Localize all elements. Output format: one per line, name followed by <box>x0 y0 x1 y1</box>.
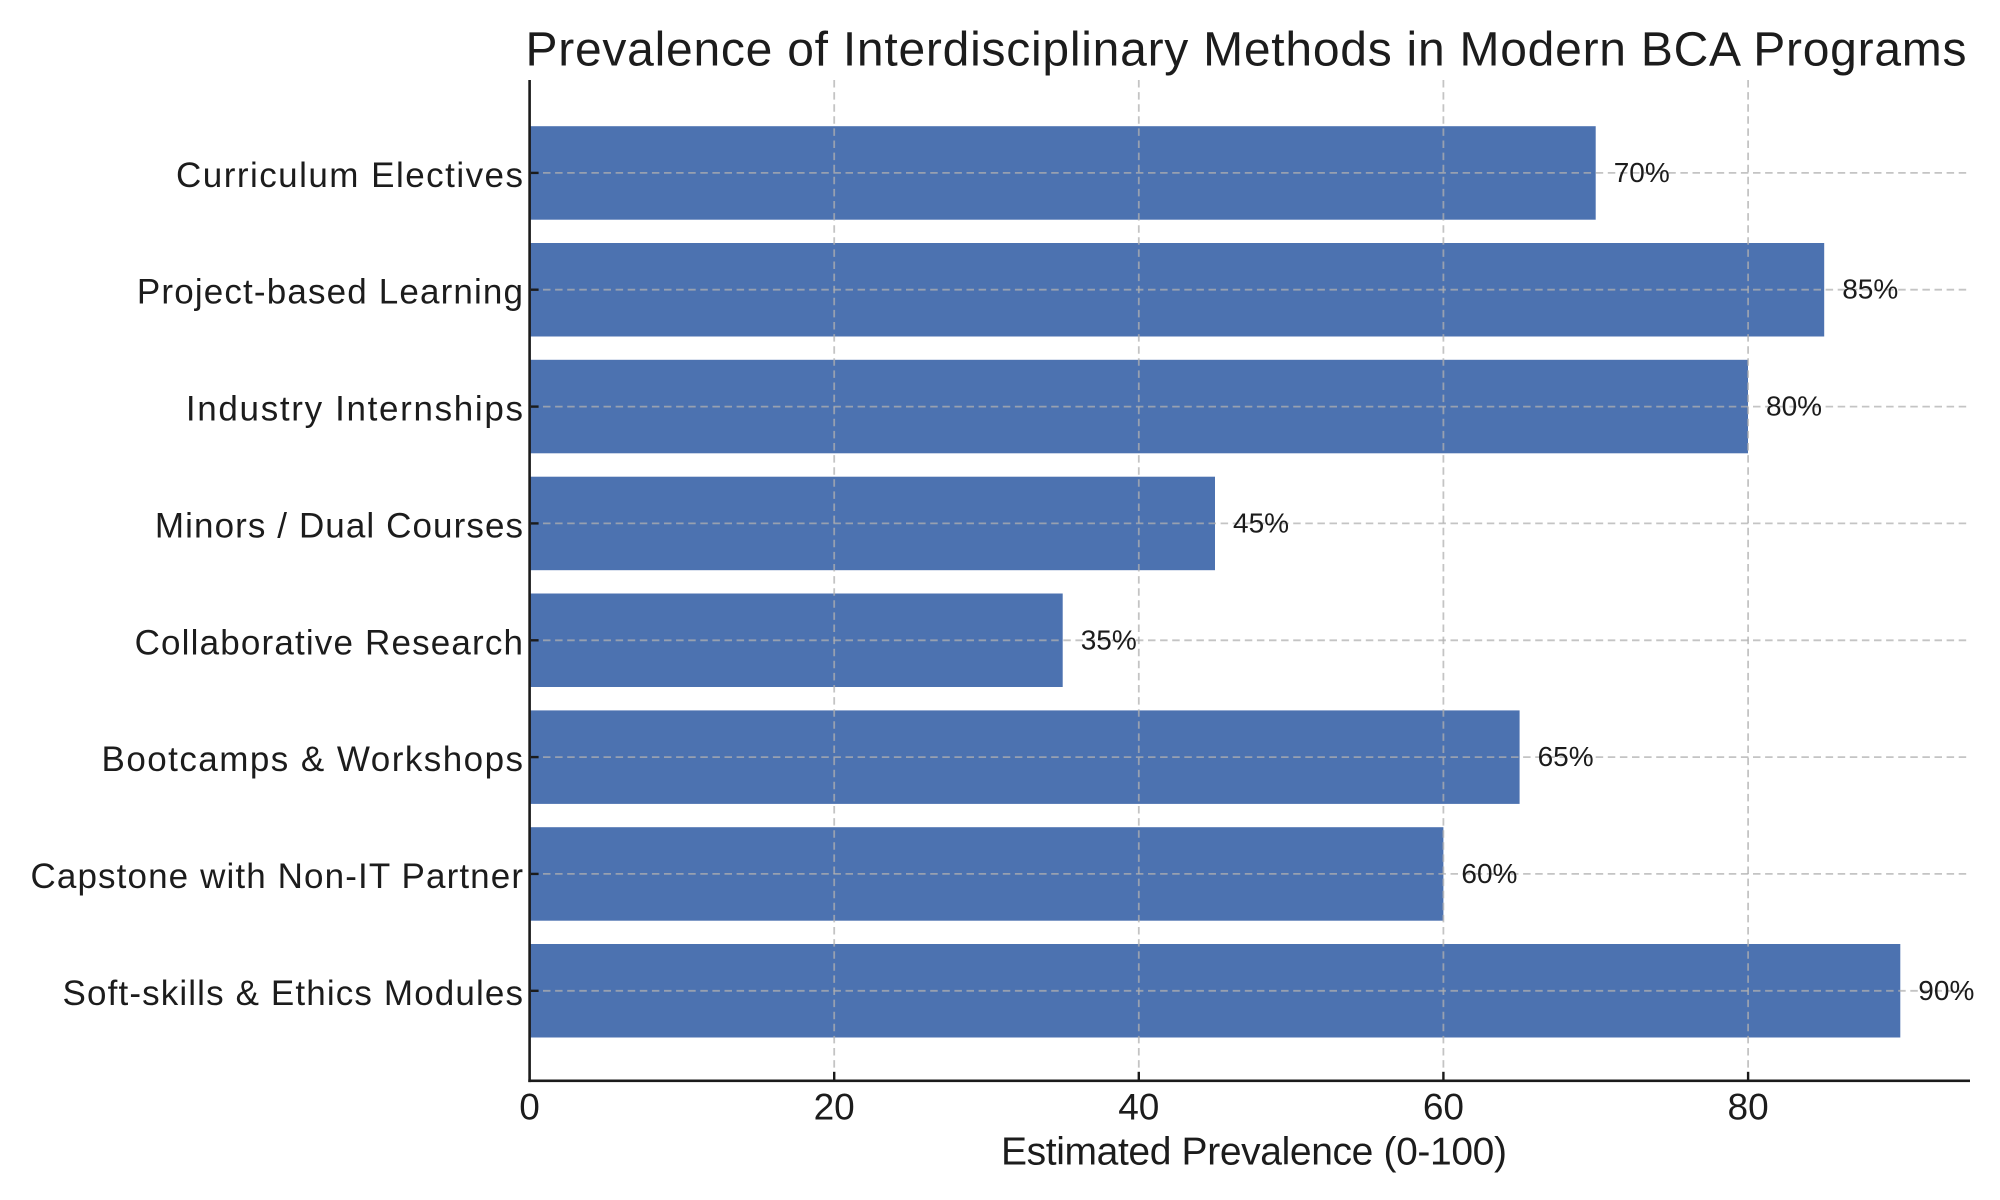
svg-text:Curriculum Electives: Curriculum Electives <box>176 156 523 195</box>
svg-text:Project-based Learning: Project-based Learning <box>137 273 523 312</box>
svg-text:80: 80 <box>1728 1086 1769 1127</box>
svg-text:Industry Internships: Industry Internships <box>186 390 523 429</box>
svg-text:90%: 90% <box>1918 975 1974 1006</box>
svg-text:65%: 65% <box>1538 741 1594 772</box>
svg-text:Collaborative Research: Collaborative Research <box>135 623 523 662</box>
svg-text:35%: 35% <box>1081 624 1137 655</box>
svg-text:45%: 45% <box>1233 507 1289 538</box>
svg-text:70%: 70% <box>1614 157 1670 188</box>
svg-text:85%: 85% <box>1842 274 1898 305</box>
svg-text:80%: 80% <box>1766 391 1822 422</box>
svg-text:Minors / Dual Courses: Minors / Dual Courses <box>155 506 523 545</box>
svg-text:Bootcamps & Workshops: Bootcamps & Workshops <box>102 740 524 779</box>
svg-text:60%: 60% <box>1461 858 1517 889</box>
svg-text:20: 20 <box>814 1086 855 1127</box>
svg-text:Capstone with Non-IT Partner: Capstone with Non-IT Partner <box>31 857 524 896</box>
svg-text:0: 0 <box>519 1086 540 1127</box>
svg-text:Prevalence of Interdisciplinar: Prevalence of Interdisciplinary Methods … <box>526 24 1967 77</box>
svg-text:40: 40 <box>1118 1086 1159 1127</box>
svg-text:Soft-skills & Ethics Modules: Soft-skills & Ethics Modules <box>63 974 524 1013</box>
svg-text:60: 60 <box>1423 1086 1464 1127</box>
svg-text:Estimated Prevalence (0-100): Estimated Prevalence (0-100) <box>1001 1131 1507 1174</box>
